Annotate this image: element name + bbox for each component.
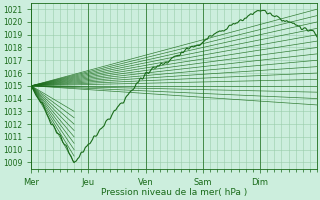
X-axis label: Pression niveau de la mer( hPa ): Pression niveau de la mer( hPa ) (101, 188, 247, 197)
